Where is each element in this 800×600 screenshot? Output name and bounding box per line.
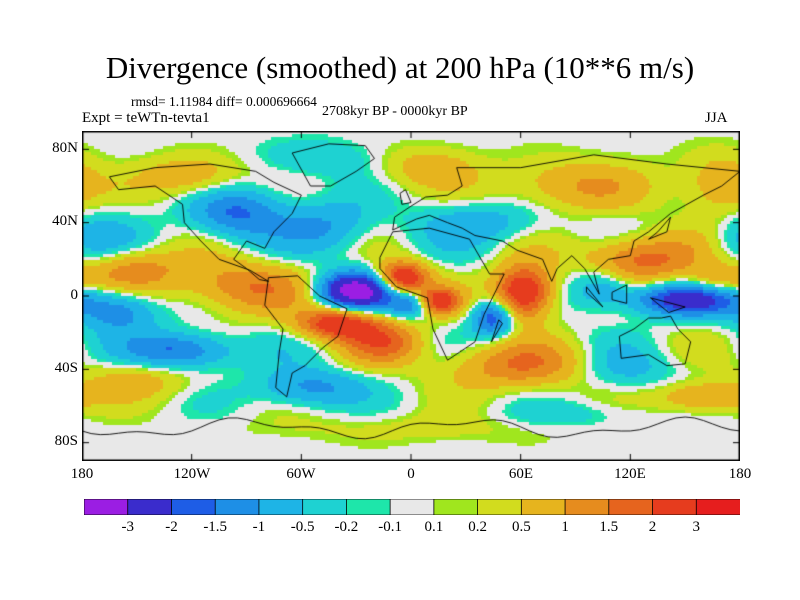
legend-label: -0.2 [334,519,359,535]
legend-swatch [84,499,129,515]
legend-swatch [345,499,392,515]
legend-swatch [127,499,173,515]
lon-label-60e: 60E [508,466,534,482]
lon-label-180w: 180 [70,466,94,482]
legend-label: 1.5 [599,519,619,535]
stats-text: rmsd= 1.11984 diff= 0.000696664 [131,94,317,109]
legend-swatch [608,499,654,515]
period-label: 2708kyr BP - 0000kyr BP [322,104,468,119]
legend-swatch [477,499,523,515]
legend-swatch [302,499,348,515]
legend-label: -1.5 [203,519,228,535]
legend-swatch [433,499,479,515]
legend-swatch [520,499,566,515]
legend-swatch [214,499,260,515]
legend-label: 2 [648,519,657,535]
lon-label-60w: 60W [286,466,316,482]
legend-swatch [389,499,435,515]
lon-label-180e: 180 [728,466,752,482]
legend-swatch [652,499,698,515]
lat-label-40n: 40N [52,213,78,229]
lon-label-120e: 120E [614,466,646,482]
legend-swatch [695,499,740,515]
divergence-map [82,131,740,461]
page-title: Divergence (smoothed) at 200 hPa (10**6 … [105,50,695,85]
lat-label-0: 0 [70,287,79,303]
legend-label: 3 [692,519,701,535]
legend-label: -2 [165,519,178,535]
color-legend [84,499,740,515]
legend-label: 1 [561,519,569,535]
lat-label-80s: 80S [54,433,78,449]
legend-label: -3 [121,519,134,535]
season-label: JJA [705,110,728,126]
lon-label-0: 0 [407,466,415,482]
legend-label: 0.1 [424,519,444,535]
legend-swatch [564,499,610,515]
legend-label: -0.1 [378,519,402,535]
legend-swatch [171,499,217,515]
lat-label-40s: 40S [54,360,78,376]
experiment-label: Expt = teWTn-tevta1 [82,110,210,126]
lon-label-120w: 120W [173,466,211,482]
legend-label: -0.5 [290,519,315,535]
legend-label: 0.2 [468,519,487,535]
legend-label: 0.5 [511,519,531,535]
legend-label: -1 [252,519,266,535]
legend-swatch [258,499,304,515]
lat-label-80n: 80N [52,140,78,156]
